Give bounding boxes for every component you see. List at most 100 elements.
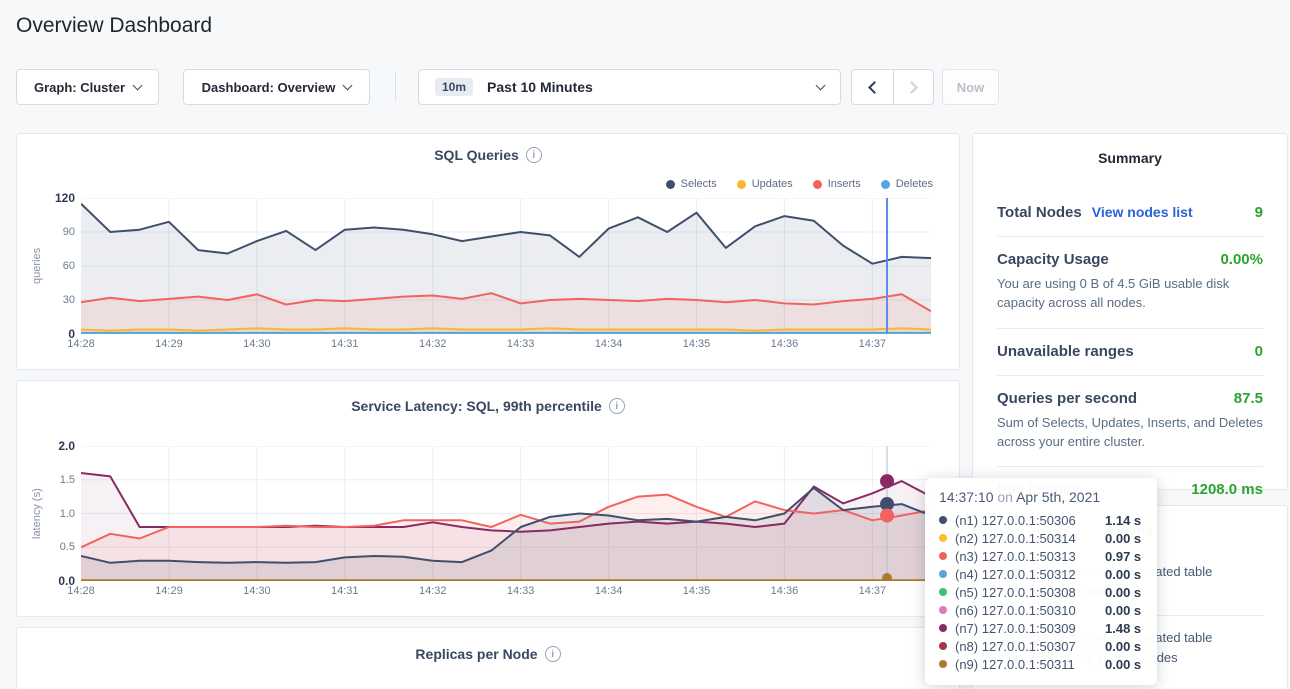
summary-item-description: Sum of Selects, Updates, Inserts, and De… [997,414,1263,452]
chevron-down-icon [343,80,353,90]
tooltip-row: (n8) 127.0.0.1:503070.00 s [939,637,1143,655]
summary-item-label: Capacity Usage [997,251,1109,268]
summary-item-label: Total Nodes [997,204,1082,221]
series-dot-icon [737,180,746,189]
summary-item: Unavailable ranges0 [997,328,1263,375]
summary-item-label: Queries per second [997,390,1137,407]
summary-row: Total Nodes View nodes list 9 [997,204,1263,221]
info-icon[interactable] [609,398,625,414]
x-tick-label: 14:35 [683,585,711,597]
summary-item-label: Unavailable ranges [997,343,1134,360]
series-dot-icon [666,180,675,189]
summary-row: Capacity Usage0.00% [997,251,1263,268]
x-tick-label: 14:30 [243,585,271,597]
legend-item[interactable]: Inserts [813,178,861,190]
next-time-button[interactable] [893,70,934,104]
tooltip-on-word: on [997,489,1013,505]
replicas-title-text: Replicas per Node [415,646,537,662]
tooltip-node-label: (n9) 127.0.0.1:50311 [955,657,1105,672]
tooltip-row: (n5) 127.0.0.1:503080.00 s [939,583,1143,601]
y-tick-label: 1.0 [35,507,75,521]
legend-item-label: Deletes [896,178,933,190]
service-latency-chart[interactable] [81,446,931,581]
info-icon[interactable] [526,147,542,163]
chart-hover-tooltip: 14:37:10 on Apr 5th, 2021 (n1) 127.0.0.1… [925,478,1157,685]
tooltip-row: (n3) 127.0.0.1:503130.97 s [939,547,1143,565]
x-tick-label: 14:33 [507,585,535,597]
legend-item[interactable]: Selects [666,178,717,190]
series-dot-icon [813,180,822,189]
latency-x-axis-ticks: 14:2814:2914:3014:3114:3214:3314:3414:35… [81,585,931,601]
chevron-down-icon [133,80,143,90]
tooltip-date: Apr 5th, 2021 [1016,489,1100,505]
x-tick-label: 14:34 [595,338,623,350]
service-latency-panel: Service Latency: SQL, 99th percentile la… [16,380,960,617]
x-tick-label: 14:31 [331,338,359,350]
tooltip-node-value: 0.97 s [1105,549,1141,564]
sql-queries-chart[interactable] [81,198,931,334]
tooltip-node-label: (n5) 127.0.0.1:50308 [955,585,1105,600]
summary-item-value: 87.5 [1234,390,1263,407]
series-dot-icon [939,606,947,614]
view-nodes-list-link[interactable]: View nodes list [1092,204,1193,220]
x-tick-label: 14:32 [419,338,447,350]
y-tick-label: 120 [35,191,75,205]
summary-item: Total Nodes View nodes list 9 [997,190,1263,236]
x-tick-label: 14:28 [67,338,95,350]
summary-heading: Summary [973,150,1287,166]
tooltip-node-label: (n6) 127.0.0.1:50310 [955,603,1105,618]
tooltip-row: (n9) 127.0.0.1:503110.00 s [939,655,1143,673]
sql-queries-chart-svg [81,198,931,334]
tooltip-time: 14:37:10 [939,489,994,505]
summary-item-value: 1208.0 ms [1191,481,1263,498]
legend-item-label: Selects [681,178,717,190]
tooltip-node-label: (n3) 127.0.0.1:50313 [955,549,1105,564]
tooltip-row: (n4) 127.0.0.1:503120.00 s [939,565,1143,583]
x-tick-label: 14:36 [771,338,799,350]
time-range-select[interactable]: 10m Past 10 Minutes [418,69,841,105]
tooltip-node-label: (n2) 127.0.0.1:50314 [955,531,1105,546]
sql-queries-panel: SQL Queries Selects Updates Inserts Deletes… [16,133,960,370]
previous-time-button[interactable] [852,70,893,104]
tooltip-node-label: (n8) 127.0.0.1:50307 [955,639,1105,654]
x-tick-label: 14:37 [859,338,887,350]
series-dot-icon [939,534,947,542]
info-icon[interactable] [545,646,561,662]
summary-item-value: 9 [1255,204,1263,221]
dashboard-dropdown[interactable]: Dashboard: Overview [183,69,370,105]
legend-item[interactable]: Deletes [881,178,933,190]
y-tick-label: 0.5 [35,540,75,554]
x-tick-label: 14:30 [243,338,271,350]
x-tick-label: 14:32 [419,585,447,597]
tooltip-node-value: 0.00 s [1105,585,1141,600]
sql-y-axis-ticks: 0306090120 [35,198,75,334]
legend-item[interactable]: Updates [737,178,793,190]
replicas-per-node-panel: Replicas per Node [16,627,960,689]
x-tick-label: 14:34 [595,585,623,597]
summary-item: Queries per second 87.5 Sum of Selects, Up… [997,375,1263,467]
page-title: Overview Dashboard [16,14,212,38]
time-range-label: Past 10 Minutes [487,79,593,95]
tooltip-node-value: 1.14 s [1105,513,1141,528]
toolbar-divider [395,72,396,102]
tooltip-row: (n1) 127.0.0.1:503061.14 s [939,511,1143,529]
tooltip-node-value: 1.48 s [1105,621,1141,636]
tooltip-row: (n2) 127.0.0.1:503140.00 s [939,529,1143,547]
sql-queries-title-text: SQL Queries [434,147,519,163]
x-tick-label: 14:31 [331,585,359,597]
series-dot-icon [939,516,947,524]
tooltip-node-value: 0.00 s [1105,531,1141,546]
tooltip-node-value: 0.00 s [1105,603,1141,618]
series-dot-icon [939,624,947,632]
time-range-badge: 10m [435,78,473,96]
graph-dropdown[interactable]: Graph: Cluster [16,69,159,105]
x-tick-label: 14:29 [155,338,183,350]
series-dot-icon [939,552,947,560]
x-tick-label: 14:37 [859,585,887,597]
x-tick-label: 14:33 [507,338,535,350]
now-button[interactable]: Now [942,69,999,105]
sql-queries-legend: Selects Updates Inserts Deletes [666,178,933,190]
service-latency-title: Service Latency: SQL, 99th percentile [17,398,959,414]
legend-item-label: Updates [752,178,793,190]
now-button-label: Now [957,80,984,95]
